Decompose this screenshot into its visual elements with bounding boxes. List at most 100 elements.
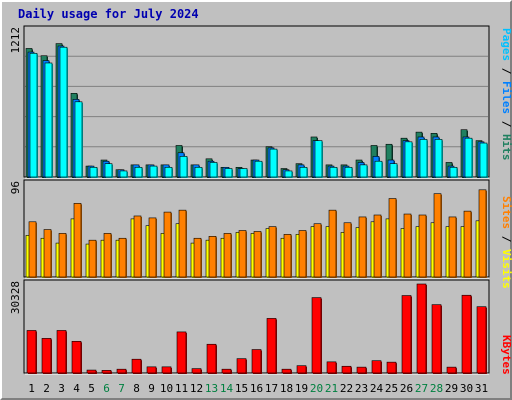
visits-bar (43, 229, 52, 278)
visits-bar (298, 230, 307, 278)
visits-bar (283, 234, 292, 278)
kbytes-bar (371, 360, 382, 374)
visits-bar (73, 203, 82, 278)
pages-bar (314, 140, 323, 178)
visits-bar (118, 237, 127, 278)
x-tick-label: 30 (460, 382, 473, 395)
x-tick-label: 17 (265, 382, 278, 395)
pages-bar (434, 139, 443, 178)
kbytes-bar (416, 283, 427, 374)
x-tick-label: 28 (430, 382, 443, 395)
pages-bar (59, 46, 68, 178)
visits-bar (223, 233, 232, 278)
x-tick-label: 23 (355, 382, 368, 395)
pages-bar (299, 166, 308, 178)
x-tick-label: 6 (103, 382, 110, 395)
pages-bar (239, 168, 248, 178)
pages-bar (194, 166, 203, 178)
visits-bar (253, 231, 262, 278)
pages-bar (359, 164, 368, 178)
visits-bar (373, 214, 382, 278)
legend-panel-2: Sites / Visits (500, 196, 512, 289)
x-tick-label: 16 (250, 382, 263, 395)
visits-bar (403, 213, 412, 278)
x-tick-label: 14 (220, 382, 234, 395)
visits-bar (388, 198, 397, 278)
pages-bar (224, 168, 233, 178)
x-tick-label: 5 (88, 382, 95, 395)
x-tick-label: 10 (160, 382, 173, 395)
x-tick-label: 22 (340, 382, 353, 395)
kbytes-bar (41, 338, 52, 374)
kbytes-bar (71, 341, 82, 374)
legend-visits: Visits (500, 249, 512, 289)
y-max-label: 1212 (9, 27, 22, 54)
x-tick-label: 11 (175, 382, 188, 395)
chart-title: Daily usage for July 2024 (18, 7, 199, 21)
legend-separator: / (500, 61, 512, 81)
visits-bar (28, 221, 37, 278)
kbytes-bar (206, 343, 217, 374)
visits-bar (313, 223, 322, 278)
chart-bars (25, 43, 488, 374)
visits-bar (163, 211, 172, 278)
visits-bar (448, 216, 457, 278)
pages-bar (149, 165, 158, 178)
pages-bar (89, 166, 98, 178)
pages-bar (464, 137, 473, 178)
legend-hits: Hits (500, 134, 512, 161)
visits-bar (178, 209, 187, 278)
kbytes-bar (326, 361, 337, 374)
kbytes-bar (251, 349, 262, 374)
pages-bar (344, 166, 353, 178)
visits-bar (193, 237, 202, 278)
y-max-label: 30328 (9, 281, 22, 314)
kbytes-bar (176, 331, 187, 374)
x-tick-label: 7 (118, 382, 125, 395)
visits-bar (328, 209, 337, 278)
visits-bar (268, 226, 277, 278)
x-tick-label: 15 (235, 382, 248, 395)
x-tick-label: 31 (475, 382, 488, 395)
pages-bar (389, 163, 398, 178)
legend-separator: / (500, 229, 512, 249)
kbytes-bar (461, 294, 472, 374)
x-tick-label: 27 (415, 382, 428, 395)
visits-bar (433, 193, 442, 278)
pages-bar (449, 166, 458, 178)
x-tick-label: 26 (400, 382, 413, 395)
visits-bar (418, 214, 427, 278)
legend-kbytes: KBytes (500, 335, 512, 375)
legend-files: Files (500, 81, 512, 114)
visits-bar (478, 189, 487, 278)
x-tick-label: 19 (295, 382, 308, 395)
x-tick-label: 2 (43, 382, 50, 395)
pages-bar (419, 139, 428, 178)
pages-bar (134, 166, 143, 178)
y-max-label: 96 (9, 181, 22, 194)
chart-labels: 1 2 3 4 5 6 7 8 9 10 11 12 13 14 15 16 17 18 19 20 21 22 23 24 2… (9, 27, 512, 395)
x-tick-label: 4 (73, 382, 80, 395)
kbytes-bar (56, 330, 67, 374)
pages-bar (284, 170, 293, 178)
visits-bar (358, 216, 367, 278)
x-tick-label: 18 (280, 382, 293, 395)
legend-panel-3: KBytes (500, 335, 512, 375)
kbytes-bar (341, 365, 352, 374)
visits-bar (88, 239, 97, 278)
visits-bar (58, 233, 67, 278)
x-tick-label: 24 (370, 382, 384, 395)
pages-bar (479, 142, 488, 178)
visits-bar (103, 233, 112, 278)
visits-bar (343, 222, 352, 278)
pages-bar (179, 156, 188, 178)
visits-bar (148, 217, 157, 278)
kbytes-bar (131, 358, 142, 374)
pages-bar (404, 141, 413, 178)
visits-bar (463, 210, 472, 278)
pages-bar (29, 52, 38, 178)
x-tick-label: 1 (28, 382, 35, 395)
kbytes-bar (281, 368, 292, 374)
kbytes-bar (476, 306, 487, 374)
legend-sites: Sites (500, 196, 512, 229)
